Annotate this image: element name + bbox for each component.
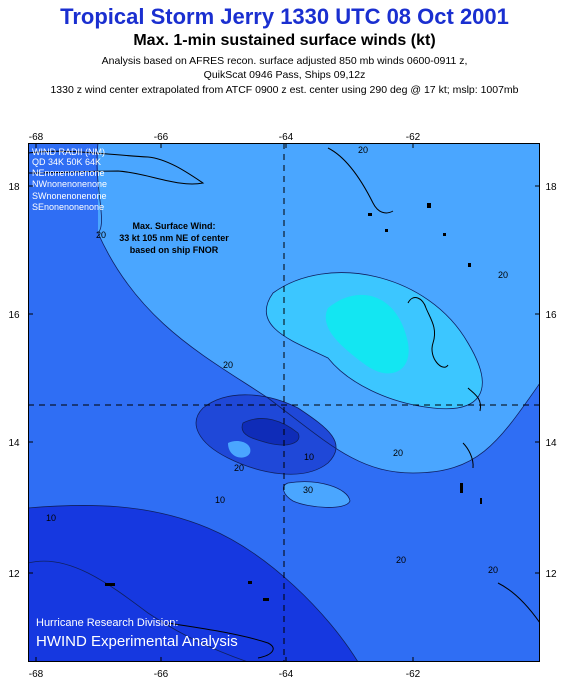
wind-radii-row: SEnonenonenone (32, 202, 104, 212)
wind-band-pocket (283, 481, 350, 508)
wind-band-gt30 (325, 294, 409, 374)
lat-right-label: 12 (545, 569, 557, 580)
contour-label: 20 (96, 230, 106, 240)
virgin-islands-coast (327, 147, 394, 214)
wind-radii-row: NEnonenonenone (32, 168, 105, 178)
lat-right-label: 14 (545, 438, 557, 449)
map-title: Tropical Storm Jerry 1330 UTC 08 Oct 200… (60, 4, 509, 29)
credit-line-2: HWIND Experimental Analysis (36, 633, 238, 650)
trinidad-coast (497, 582, 540, 624)
venezuela-coast (167, 622, 274, 659)
contour-label: 20 (234, 463, 244, 473)
contour-label: 10 (304, 452, 314, 462)
lat-left-label: 18 (8, 182, 20, 193)
contour-label: 30 (303, 485, 313, 495)
wind-band-pocket (228, 441, 251, 458)
contour-label: 20 (358, 145, 368, 155)
max-wind-line-2: 33 kt 105 nm NE of center (119, 233, 229, 243)
lat-left-label: 16 (8, 310, 20, 321)
lat-left-label: 14 (8, 438, 20, 449)
analysis-note-3: 1330 z wind center extrapolated from ATC… (50, 84, 519, 96)
contour-label: 10 (46, 513, 56, 523)
wind-radii-title: WIND RADII (NM) (32, 147, 105, 157)
contour-label: 20 (498, 270, 508, 280)
wind-radii-header: QD 34K 50K 64K (32, 157, 101, 167)
max-wind-line-1: Max. Surface Wind: (133, 221, 216, 231)
lon-top-label: -62 (406, 132, 421, 143)
contour-label: 10 (215, 495, 225, 505)
lat-left-label: 12 (8, 569, 20, 580)
lon-top-label: -68 (29, 132, 44, 143)
analysis-note-1: Analysis based on AFRES recon. surface a… (101, 55, 468, 67)
lon-bottom-label: -68 (29, 669, 44, 680)
map-frame (28, 143, 540, 662)
map-subtitle: Max. 1-min sustained surface winds (kt) (133, 32, 436, 49)
lon-bottom-label: -62 (406, 669, 421, 680)
guadeloupe-coast (407, 297, 449, 368)
max-wind-line-3: based on ship FNOR (130, 245, 219, 255)
analysis-note-2: QuikScat 0946 Pass, Ships 09,12z (203, 69, 366, 81)
lon-bottom-label: -64 (279, 669, 294, 680)
lon-top-label: -66 (154, 132, 169, 143)
lon-top-label: -64 (279, 132, 294, 143)
contour-label: 20 (488, 565, 498, 575)
lat-right-label: 18 (545, 182, 557, 193)
contour-label: 20 (396, 555, 406, 565)
lat-right-label: 16 (545, 310, 557, 321)
lon-bottom-label: -66 (154, 669, 169, 680)
wind-radii-row: SWnonenonenone (32, 191, 107, 201)
credit-line-1: Hurricane Research Division: (36, 617, 178, 629)
wind-band-min (242, 418, 299, 445)
puerto-rico-coast (28, 150, 205, 185)
wind-radii-row: NWnonenonenone (32, 179, 107, 189)
contour-label: 20 (393, 448, 403, 458)
wind-field-map[interactable]: 20 20 20 20 20 10 10 20 20 20 10 30 10 W… (28, 143, 540, 662)
contour-label: 20 (223, 360, 233, 370)
st-lucia-coast (462, 442, 474, 469)
martinique-coast (467, 387, 482, 412)
